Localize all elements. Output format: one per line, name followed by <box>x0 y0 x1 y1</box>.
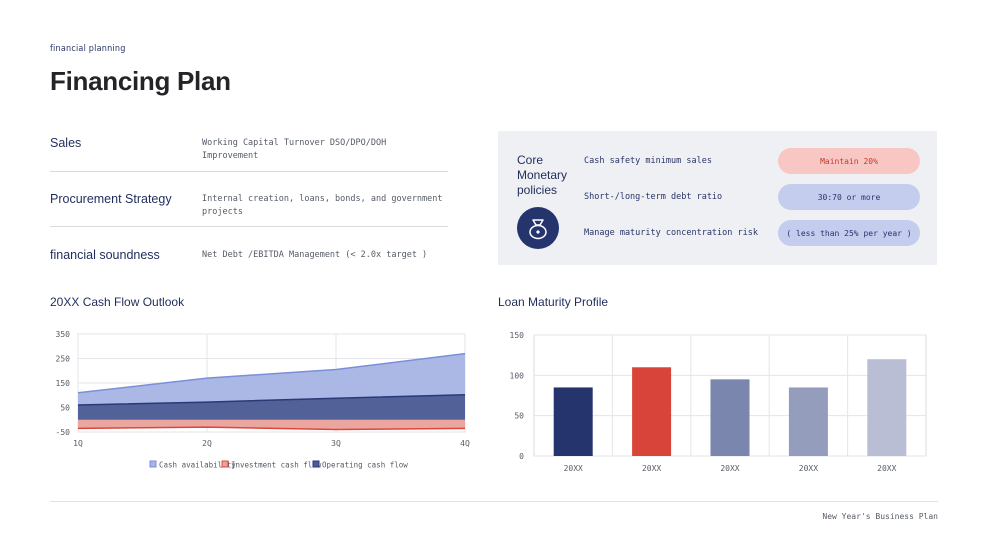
y-tick-label: 350 <box>56 330 71 339</box>
y-tick-label: 50 <box>60 404 70 413</box>
y-tick-label: 50 <box>514 412 524 421</box>
row-desc-procurement: Internal creation, loans, bonds, and gov… <box>202 194 443 217</box>
area-operating-cash-flow <box>78 394 465 420</box>
x-tick-label: 20XX <box>799 464 818 473</box>
bar <box>632 367 672 456</box>
y-tick-label: 250 <box>56 355 71 364</box>
row-label-procurement: Procurement Strategy <box>50 192 172 206</box>
core-line: policies <box>517 183 558 197</box>
footer-text: New Year's Business Plan <box>822 512 938 521</box>
core-line: Monetary <box>517 168 568 182</box>
y-tick-label: 150 <box>510 331 525 340</box>
core-line: Core <box>517 153 544 167</box>
page-title: Financing Plan <box>50 66 231 96</box>
row-label-soundness: financial soundness <box>50 248 160 262</box>
divider <box>50 226 448 227</box>
footer-divider <box>50 501 938 502</box>
legend-label: Operating cash flow <box>322 461 408 470</box>
eyebrow-label: financial planning <box>50 44 126 54</box>
x-tick-label: 2Q <box>202 439 212 448</box>
legend-swatch <box>149 460 157 468</box>
policy-label: Short-/long-term debt ratio <box>584 192 723 202</box>
x-tick-label: 20XX <box>877 464 896 473</box>
x-tick-label: 20XX <box>642 464 661 473</box>
cashflow-chart-title: 20XX Cash Flow Outlook <box>50 295 185 309</box>
bar <box>867 359 907 456</box>
y-tick-label: 150 <box>56 379 71 388</box>
core-policies-heading: Core Monetary policies <box>517 153 567 198</box>
legend-swatch <box>312 460 320 468</box>
x-tick-label: 3Q <box>331 439 341 448</box>
money-bag-icon <box>517 207 559 249</box>
loan-maturity-bar-chart: 150 100 50 0 20XX 20XX 20XX 20XX 20XX <box>510 331 927 473</box>
policy-label: Cash safety minimum sales <box>584 156 712 166</box>
y-tick-label: 100 <box>510 371 525 380</box>
loan-chart-title: Loan Maturity Profile <box>498 295 609 309</box>
x-tick-label: 1Q <box>73 439 83 448</box>
x-tick-label: 20XX <box>720 464 739 473</box>
policy-label: Manage maturity concentration risk <box>584 228 758 238</box>
legend-swatch <box>221 460 229 468</box>
x-tick-label: 20XX <box>564 464 583 473</box>
y-tick-label: -50 <box>56 428 71 437</box>
row-desc-soundness: Net Debt /EBITDA Management (< 2.0x targ… <box>202 250 428 260</box>
legend-label: Cash availability <box>159 461 236 470</box>
x-tick-label: 4Q <box>460 439 470 448</box>
bar <box>788 387 828 456</box>
row-label-sales: Sales <box>50 136 82 150</box>
divider <box>50 171 448 172</box>
legend-label: Investment cash flow <box>231 461 322 470</box>
series-line <box>77 352 466 394</box>
series-line <box>77 426 466 431</box>
bar <box>710 379 750 456</box>
row-desc-sales: Working Capital Turnover DSO/DPO/DOH Imp… <box>202 138 387 161</box>
policy-value-badge: Maintain 20% <box>778 148 920 174</box>
y-tick-label: 0 <box>519 452 524 461</box>
series-line <box>77 394 466 406</box>
bar <box>553 387 593 456</box>
policy-value-badge: 30:70 or more <box>778 184 920 210</box>
policy-value-badge: ( less than 25% per year ) <box>778 220 920 246</box>
